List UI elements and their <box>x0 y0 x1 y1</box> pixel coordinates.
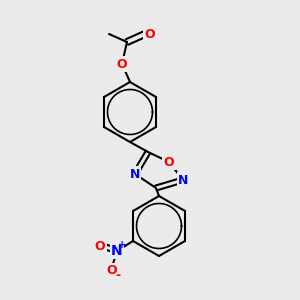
Text: O: O <box>164 155 174 169</box>
Text: O: O <box>117 58 127 70</box>
Text: N: N <box>111 244 123 258</box>
Text: N: N <box>178 173 188 187</box>
Text: N: N <box>130 167 140 181</box>
Text: -: - <box>116 268 121 281</box>
Text: O: O <box>107 265 117 278</box>
Text: O: O <box>95 239 105 253</box>
Text: +: + <box>118 240 126 250</box>
Text: O: O <box>145 28 155 40</box>
